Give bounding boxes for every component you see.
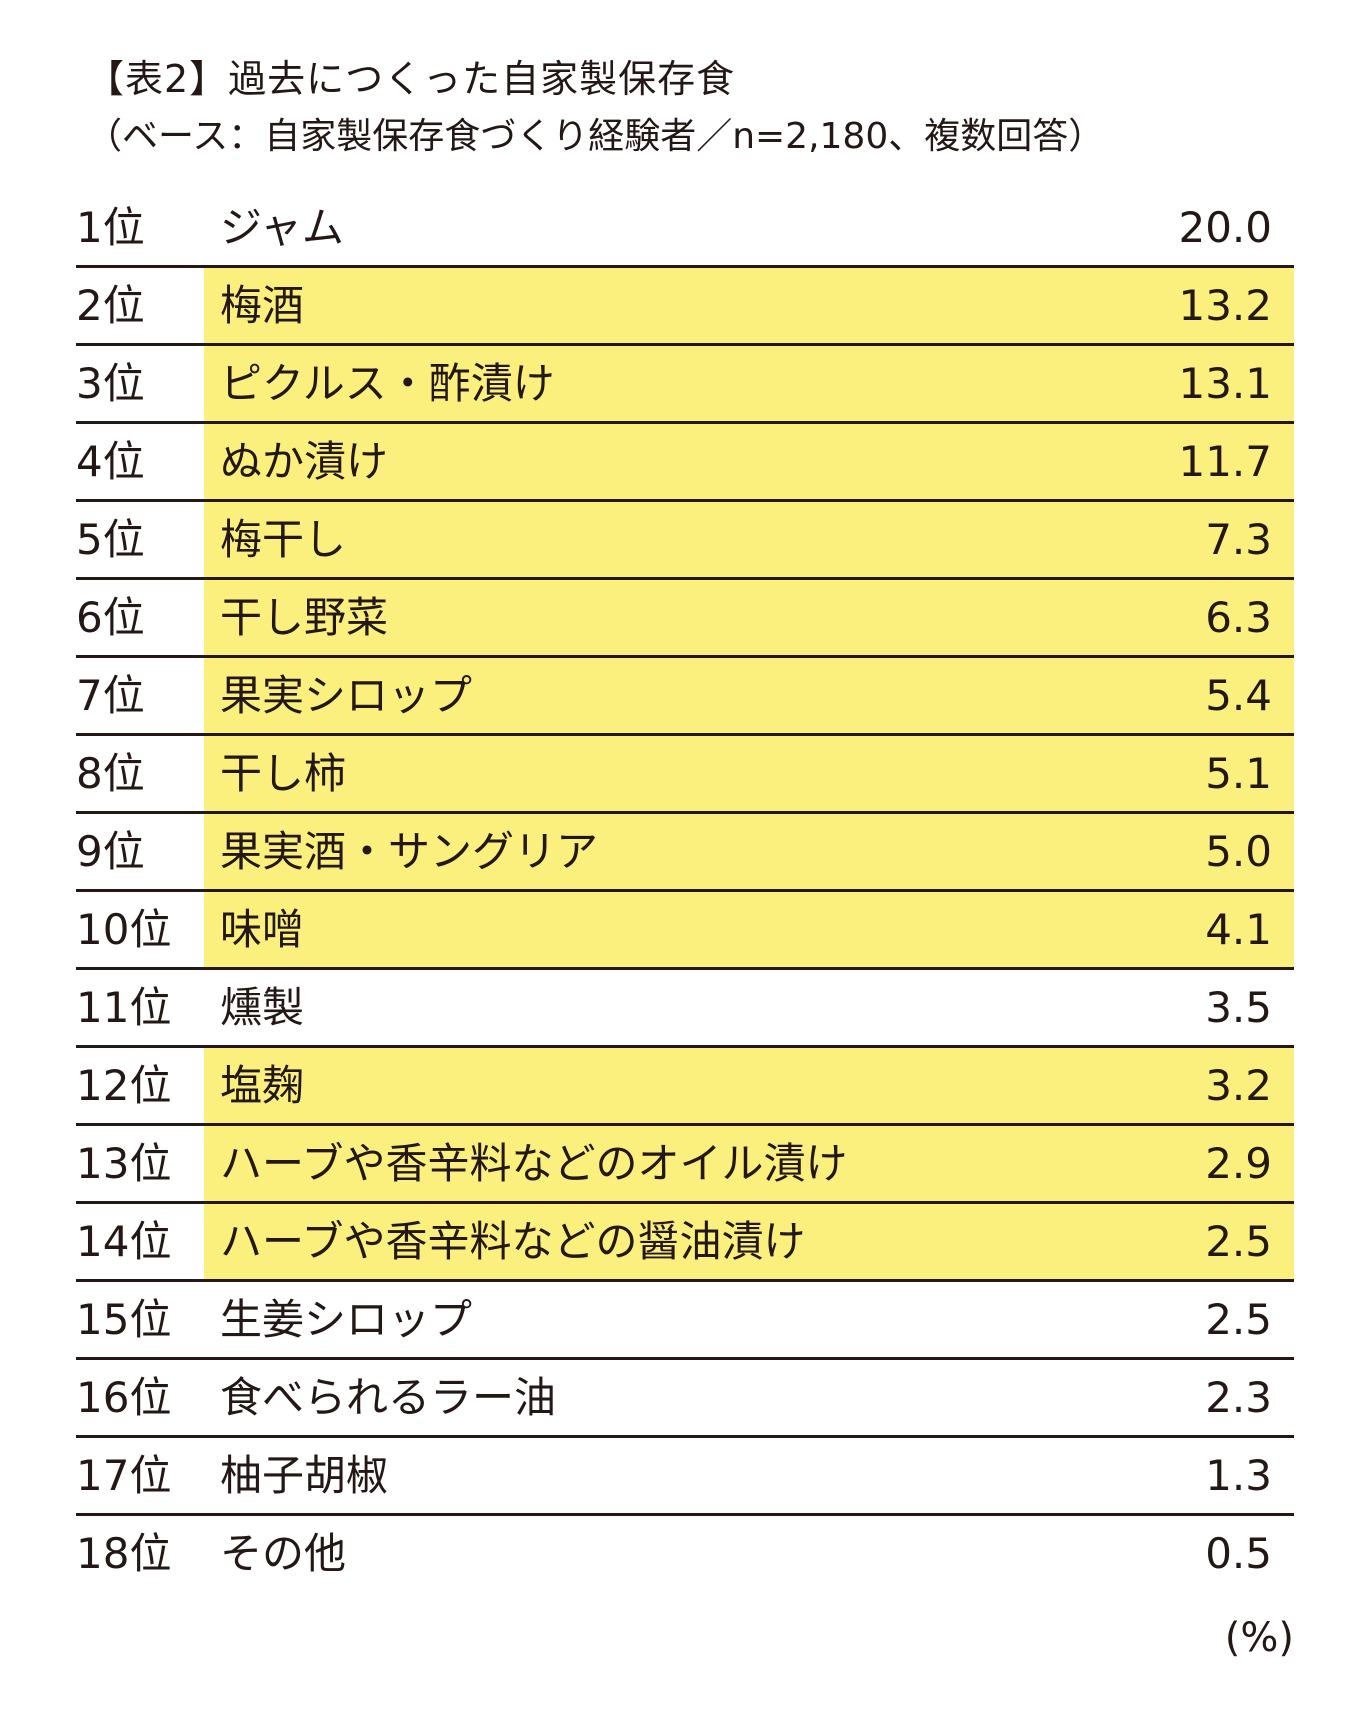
item-name: 生姜シロップ bbox=[220, 1295, 473, 1344]
item-name: ジャム bbox=[220, 203, 344, 252]
item-name: ぬか漬け bbox=[220, 437, 389, 486]
rank-label: 17位 bbox=[76, 1451, 172, 1500]
table-row: 1位 ジャム 20.0 bbox=[76, 190, 1294, 268]
table-row: 17位 柚子胡椒 1.3 bbox=[76, 1438, 1294, 1516]
row-highlight bbox=[204, 814, 1294, 889]
percent-value: 2.3 bbox=[1205, 1373, 1272, 1422]
percent-value: 7.3 bbox=[1205, 515, 1272, 564]
rank-label: 18位 bbox=[76, 1529, 172, 1578]
percent-value: 20.0 bbox=[1178, 203, 1272, 252]
rank-label: 16位 bbox=[76, 1373, 172, 1422]
table-row: 5位 梅干し 7.3 bbox=[76, 502, 1294, 580]
table-row: 10位 味噌 4.1 bbox=[76, 892, 1294, 970]
table-title: 【表2】過去につくった自家製保存食 bbox=[86, 57, 736, 101]
row-highlight bbox=[204, 268, 1294, 343]
item-name: ハーブや香辛料などの醤油漬け bbox=[220, 1217, 806, 1266]
rank-label: 11位 bbox=[76, 983, 172, 1032]
row-highlight bbox=[204, 658, 1294, 733]
item-name: 塩麹 bbox=[220, 1061, 305, 1110]
percent-value: 6.3 bbox=[1205, 593, 1272, 642]
table-row: 8位 干し柿 5.1 bbox=[76, 736, 1294, 814]
rank-label: 9位 bbox=[76, 827, 145, 876]
item-name: 梅干し bbox=[220, 515, 347, 564]
percent-value: 3.5 bbox=[1205, 983, 1272, 1032]
rank-label: 1位 bbox=[76, 203, 145, 252]
item-name: 梅酒 bbox=[220, 281, 305, 330]
table-row: 7位 果実シロップ 5.4 bbox=[76, 658, 1294, 736]
table-heading: 【表2】過去につくった自家製保存食 （ベース：自家製保存食づくり経験者／n=2,… bbox=[86, 50, 1306, 166]
item-name: 果実酒・サングリア bbox=[220, 827, 599, 876]
row-highlight bbox=[204, 424, 1294, 499]
row-highlight bbox=[204, 580, 1294, 655]
rank-label: 12位 bbox=[76, 1061, 172, 1110]
rank-label: 10位 bbox=[76, 905, 172, 954]
percent-value: 11.7 bbox=[1178, 437, 1272, 486]
item-name: 柚子胡椒 bbox=[220, 1451, 389, 1500]
percent-value: 0.5 bbox=[1205, 1529, 1272, 1578]
rank-label: 14位 bbox=[76, 1217, 172, 1266]
row-highlight bbox=[204, 1048, 1294, 1123]
percent-value: 13.1 bbox=[1178, 359, 1272, 408]
percent-value: 5.4 bbox=[1205, 671, 1272, 720]
item-name: ピクルス・酢漬け bbox=[220, 359, 555, 408]
table-row: 3位 ピクルス・酢漬け 13.1 bbox=[76, 346, 1294, 424]
percent-value: 2.5 bbox=[1205, 1217, 1272, 1266]
percent-value: 13.2 bbox=[1178, 281, 1272, 330]
item-name: 味噌 bbox=[220, 905, 305, 954]
percent-value: 3.2 bbox=[1205, 1061, 1272, 1110]
table-row: 14位 ハーブや香辛料などの醤油漬け 2.5 bbox=[76, 1204, 1294, 1282]
row-highlight bbox=[204, 736, 1294, 811]
item-name: 果実シロップ bbox=[220, 671, 473, 720]
table-row: 6位 干し野菜 6.3 bbox=[76, 580, 1294, 658]
table-row: 11位 燻製 3.5 bbox=[76, 970, 1294, 1048]
table-row: 4位 ぬか漬け 11.7 bbox=[76, 424, 1294, 502]
item-name: その他 bbox=[220, 1529, 347, 1578]
table-row: 18位 その他 0.5 bbox=[76, 1516, 1294, 1594]
table-row: 9位 果実酒・サングリア 5.0 bbox=[76, 814, 1294, 892]
row-highlight bbox=[204, 892, 1294, 967]
percent-value: 1.3 bbox=[1205, 1451, 1272, 1500]
percent-value: 5.0 bbox=[1205, 827, 1272, 876]
percent-value: 2.5 bbox=[1205, 1295, 1272, 1344]
item-name: ハーブや香辛料などのオイル漬け bbox=[220, 1139, 848, 1188]
item-name: 燻製 bbox=[220, 983, 305, 1032]
rank-label: 2位 bbox=[76, 281, 145, 330]
table-row: 16位 食べられるラー油 2.3 bbox=[76, 1360, 1294, 1438]
row-highlight bbox=[204, 502, 1294, 577]
rank-label: 8位 bbox=[76, 749, 145, 798]
rank-label: 3位 bbox=[76, 359, 145, 408]
row-highlight bbox=[204, 346, 1294, 421]
rank-label: 7位 bbox=[76, 671, 145, 720]
table-subtitle: （ベース：自家製保存食づくり経験者／n=2,180、複数回答） bbox=[86, 116, 1105, 157]
table-row: 15位 生姜シロップ 2.5 bbox=[76, 1282, 1294, 1360]
ranking-table: 1位 ジャム 20.0 2位 梅酒 13.2 3位 ピクルス・酢漬け 13.1 4位 ぬか漬け 11.… bbox=[76, 190, 1294, 1594]
item-name: 干し柿 bbox=[220, 749, 347, 798]
table-row: 12位 塩麹 3.2 bbox=[76, 1048, 1294, 1126]
item-name: 干し野菜 bbox=[220, 593, 389, 642]
rank-label: 4位 bbox=[76, 437, 145, 486]
percent-value: 4.1 bbox=[1205, 905, 1272, 954]
percent-value: 2.9 bbox=[1205, 1139, 1272, 1188]
rank-label: 13位 bbox=[76, 1139, 172, 1188]
row-highlight bbox=[204, 1204, 1294, 1279]
rank-label: 15位 bbox=[76, 1295, 172, 1344]
rank-label: 5位 bbox=[76, 515, 145, 564]
rank-label: 6位 bbox=[76, 593, 145, 642]
unit-label: (%) bbox=[1224, 1615, 1294, 1661]
percent-value: 5.1 bbox=[1205, 749, 1272, 798]
item-name: 食べられるラー油 bbox=[220, 1373, 557, 1422]
table-row: 13位 ハーブや香辛料などのオイル漬け 2.9 bbox=[76, 1126, 1294, 1204]
table-row: 2位 梅酒 13.2 bbox=[76, 268, 1294, 346]
row-highlight bbox=[204, 1126, 1294, 1201]
